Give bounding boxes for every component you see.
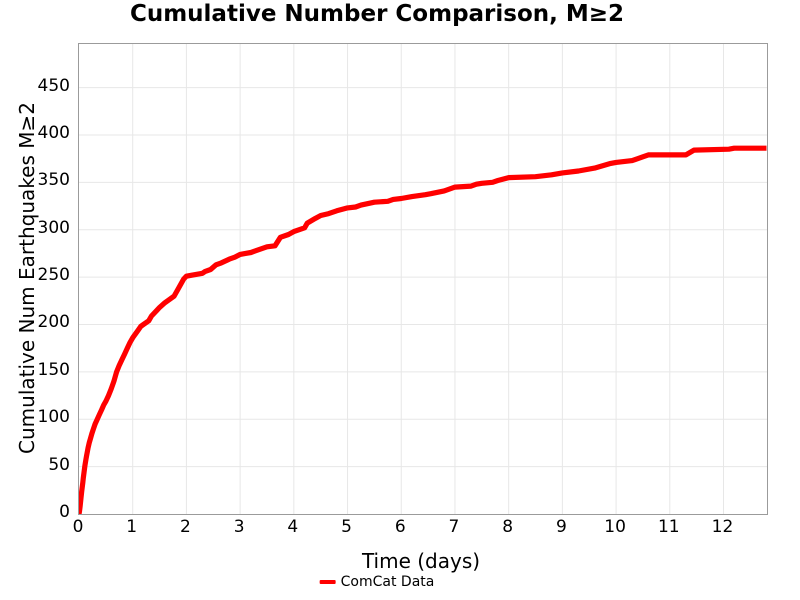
y-tick-label: 300: [37, 217, 70, 238]
series-line-comcat-data: [79, 145, 767, 514]
x-tick-label: 8: [502, 517, 514, 537]
x-tick-label: 2: [179, 517, 191, 537]
y-tick-label: 100: [37, 407, 70, 428]
x-tick-label: 12: [711, 517, 734, 537]
y-tick-label: 150: [37, 359, 70, 380]
plot-area: [78, 43, 768, 515]
y-axis-label: Cumulative Num Earthquakes M≥2: [15, 102, 39, 454]
x-tick-label: 0: [72, 517, 84, 537]
x-axis-label: Time (days): [361, 549, 481, 573]
y-tick-label: 350: [37, 170, 70, 191]
legend-line-swatch: [319, 579, 336, 585]
x-tick-label: 4: [287, 517, 299, 537]
chart-title: Cumulative Number Comparison, M≥2: [129, 1, 625, 27]
y-tick-label: 0: [59, 502, 70, 522]
y-tick-label: 450: [37, 75, 70, 96]
y-tick-label: 400: [37, 122, 70, 143]
x-tick-label: 10: [604, 517, 626, 537]
x-tick-label: 7: [448, 517, 460, 537]
y-tick-label: 250: [37, 265, 70, 286]
x-tick-label: 11: [657, 517, 680, 537]
x-tick-label: 5: [341, 517, 352, 537]
plot-canvas: [79, 44, 767, 514]
legend: ComCat Data: [319, 574, 435, 590]
x-tick-label: 9: [555, 517, 567, 537]
x-tick-label: 1: [126, 517, 138, 537]
y-tick-label: 200: [37, 312, 70, 333]
y-tick-label: 50: [48, 454, 70, 475]
legend-label: ComCat Data: [340, 574, 435, 590]
x-tick-label: 6: [394, 517, 406, 537]
x-tick-label: 3: [233, 517, 245, 537]
